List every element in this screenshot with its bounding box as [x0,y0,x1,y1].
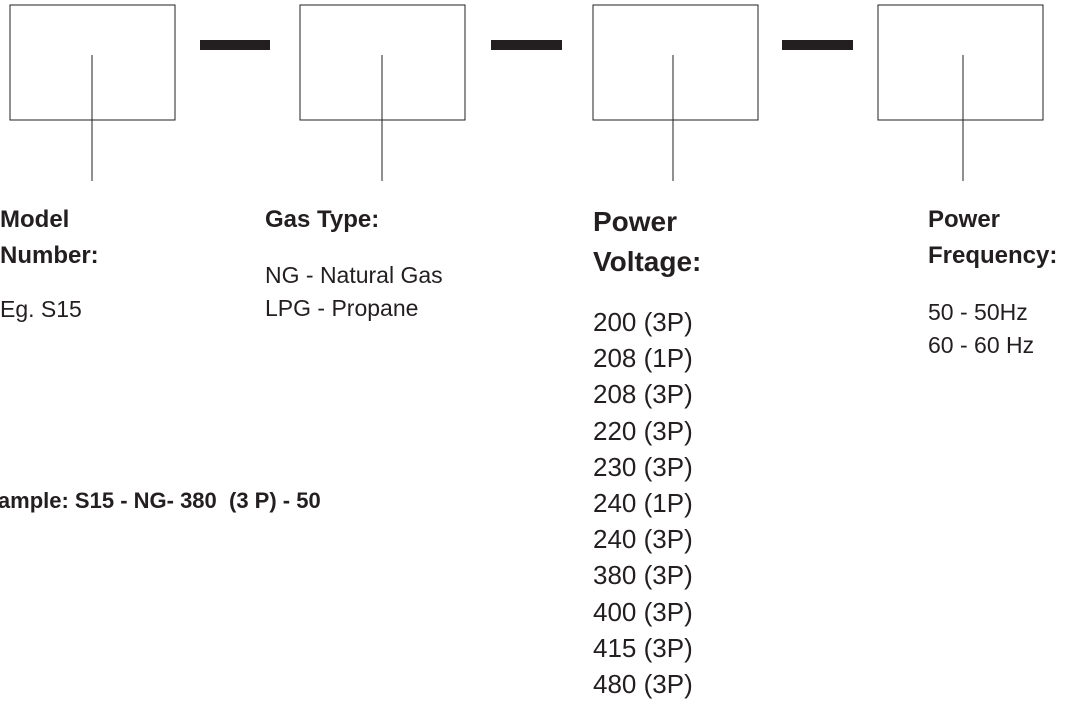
separator [782,40,853,50]
field-option: 50 - 50Hz [928,299,1028,325]
field-option: LPG - Propane [265,295,419,321]
field-label: Gas Type: [265,206,380,233]
field-label: Voltage: [593,246,702,277]
field-option: Eg. S15 [0,296,82,322]
field-option: 400 (3P) [593,596,693,627]
field-option: 380 (3P) [593,560,693,591]
field-option: 60 - 60 Hz [928,332,1035,358]
field-option: 415 (3P) [593,632,693,663]
field-option: 230 (3P) [593,451,693,482]
field-label: Frequency: [928,242,1058,269]
field-option: 200 (3P) [593,307,693,337]
field-label: Power [593,206,678,237]
example: Example: S15 - NG- 380 (3 P) - 50 [0,488,321,513]
separator [491,40,562,50]
field-box [592,4,759,121]
field-option: 208 (1P) [593,343,693,374]
field-label: Number: [0,242,99,269]
field-label: Model [0,206,70,233]
field-option: 480 (3P) [593,669,693,699]
field-option: NG - Natural Gas [265,262,443,288]
field-option: 240 (3P) [593,524,693,555]
field-box [877,4,1044,121]
field-option: 208 (3P) [593,379,693,410]
separator [200,40,270,50]
field-label: Power [928,206,1001,233]
field-option: 240 (1P) [593,488,693,518]
field-option: 220 (3P) [593,415,693,446]
